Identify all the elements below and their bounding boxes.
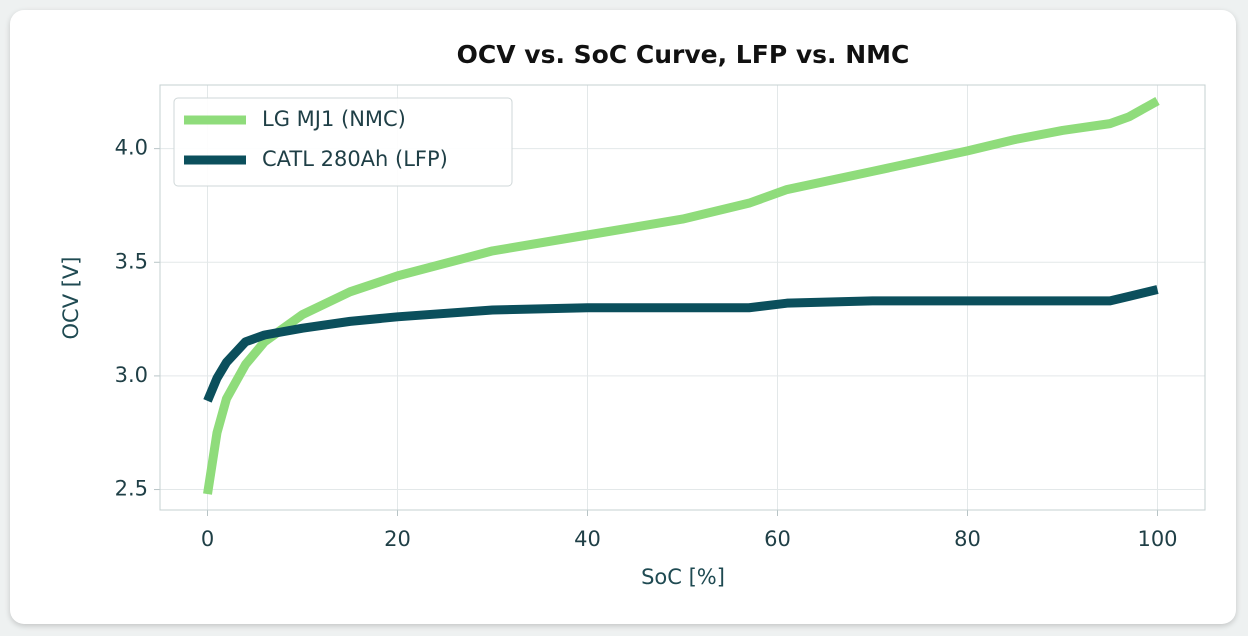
series-line <box>203 96 1160 495</box>
x-tick-label: 40 <box>574 527 601 551</box>
y-axis-label: OCV [V] <box>59 257 83 340</box>
x-tick-label: 60 <box>764 527 791 551</box>
y-tick-label: 3.5 <box>115 249 148 273</box>
y-tick-label: 4.0 <box>115 136 148 160</box>
y-tick-label: 3.0 <box>115 363 148 387</box>
x-tick-label: 20 <box>384 527 411 551</box>
x-axis-label: SoC [%] <box>641 565 725 589</box>
x-tick-label: 0 <box>201 527 214 551</box>
x-tick-label: 80 <box>954 527 981 551</box>
series-line <box>203 285 1159 403</box>
plot-frame <box>159 84 1206 511</box>
legend-box <box>173 97 513 187</box>
x-tick-label: 100 <box>1137 527 1177 551</box>
legend-label: CATL 280Ah (LFP) <box>262 147 448 171</box>
legend-label: LG MJ1 (NMC) <box>262 107 406 131</box>
chart-title: OCV vs. SoC Curve, LFP vs. NMC <box>457 40 910 69</box>
y-tick-label: 2.5 <box>115 477 148 501</box>
